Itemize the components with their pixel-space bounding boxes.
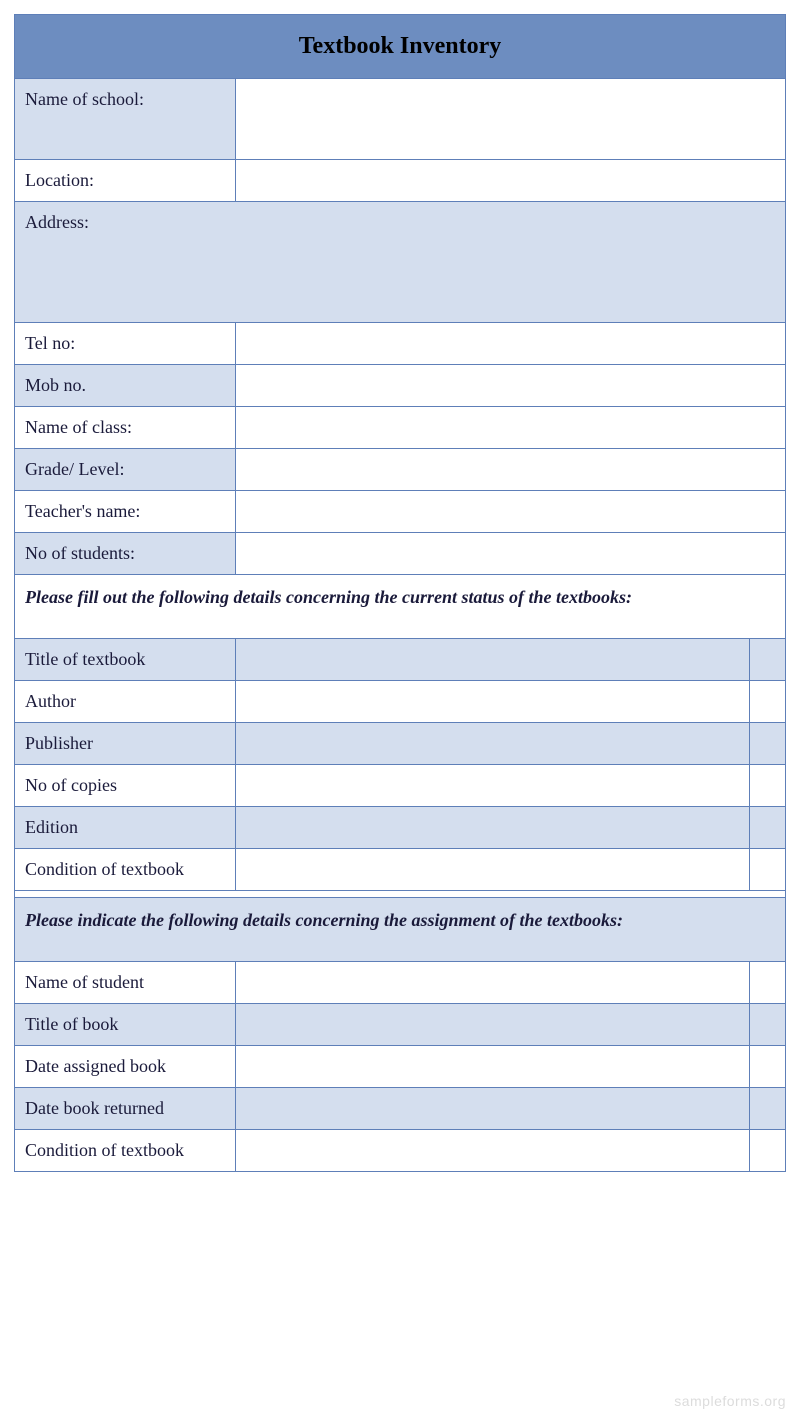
- field-label: Author: [15, 681, 236, 723]
- field-label: Mob no.: [15, 365, 236, 407]
- field-value[interactable]: [236, 639, 750, 681]
- field-value[interactable]: [750, 849, 786, 891]
- table-body: Textbook InventoryName of school:Locatio…: [15, 15, 786, 1172]
- field-value[interactable]: [750, 765, 786, 807]
- field-value[interactable]: [236, 323, 786, 365]
- field-value[interactable]: [750, 1130, 786, 1172]
- field-value[interactable]: [236, 1088, 750, 1130]
- spacer: [15, 891, 786, 898]
- field-label: Grade/ Level:: [15, 449, 236, 491]
- field-label: Name of student: [15, 962, 236, 1004]
- field-value[interactable]: [236, 962, 750, 1004]
- field-value[interactable]: [236, 1046, 750, 1088]
- field-value[interactable]: [236, 449, 786, 491]
- field-label: Title of book: [15, 1004, 236, 1046]
- field-value[interactable]: [750, 1004, 786, 1046]
- field-label: Title of textbook: [15, 639, 236, 681]
- field-value[interactable]: [750, 1088, 786, 1130]
- field-label: No of students:: [15, 533, 236, 575]
- field-value[interactable]: [236, 681, 750, 723]
- field-value[interactable]: [750, 723, 786, 765]
- field-value[interactable]: [236, 723, 750, 765]
- field-value[interactable]: [750, 639, 786, 681]
- field-label: Name of school:: [15, 79, 236, 160]
- field-label: Name of class:: [15, 407, 236, 449]
- watermark-text: sampleforms.org: [674, 1393, 786, 1409]
- field-label: No of copies: [15, 765, 236, 807]
- field-label: Condition of textbook: [15, 1130, 236, 1172]
- field-label: Publisher: [15, 723, 236, 765]
- field-label: Date book returned: [15, 1088, 236, 1130]
- field-label: Location:: [15, 160, 236, 202]
- field-value[interactable]: [750, 1046, 786, 1088]
- field-label: Address:: [15, 202, 786, 323]
- field-value[interactable]: [750, 962, 786, 1004]
- field-label: Edition: [15, 807, 236, 849]
- field-value[interactable]: [236, 807, 750, 849]
- field-value[interactable]: [236, 1130, 750, 1172]
- field-value[interactable]: [236, 407, 786, 449]
- field-label: Date assigned book: [15, 1046, 236, 1088]
- field-value[interactable]: [236, 849, 750, 891]
- field-label: Teacher's name:: [15, 491, 236, 533]
- field-value[interactable]: [236, 533, 786, 575]
- field-value[interactable]: [750, 807, 786, 849]
- section-instruction: Please indicate the following details co…: [15, 898, 786, 962]
- field-label: Condition of textbook: [15, 849, 236, 891]
- field-value[interactable]: [236, 1004, 750, 1046]
- field-value[interactable]: [236, 765, 750, 807]
- form-title: Textbook Inventory: [15, 15, 786, 79]
- field-value[interactable]: [236, 491, 786, 533]
- field-value[interactable]: [750, 681, 786, 723]
- field-label: Tel no:: [15, 323, 236, 365]
- field-value[interactable]: [236, 160, 786, 202]
- field-value[interactable]: [236, 79, 786, 160]
- field-value[interactable]: [236, 365, 786, 407]
- section-instruction: Please fill out the following details co…: [15, 575, 786, 639]
- main-table: Textbook InventoryName of school:Locatio…: [14, 14, 786, 1172]
